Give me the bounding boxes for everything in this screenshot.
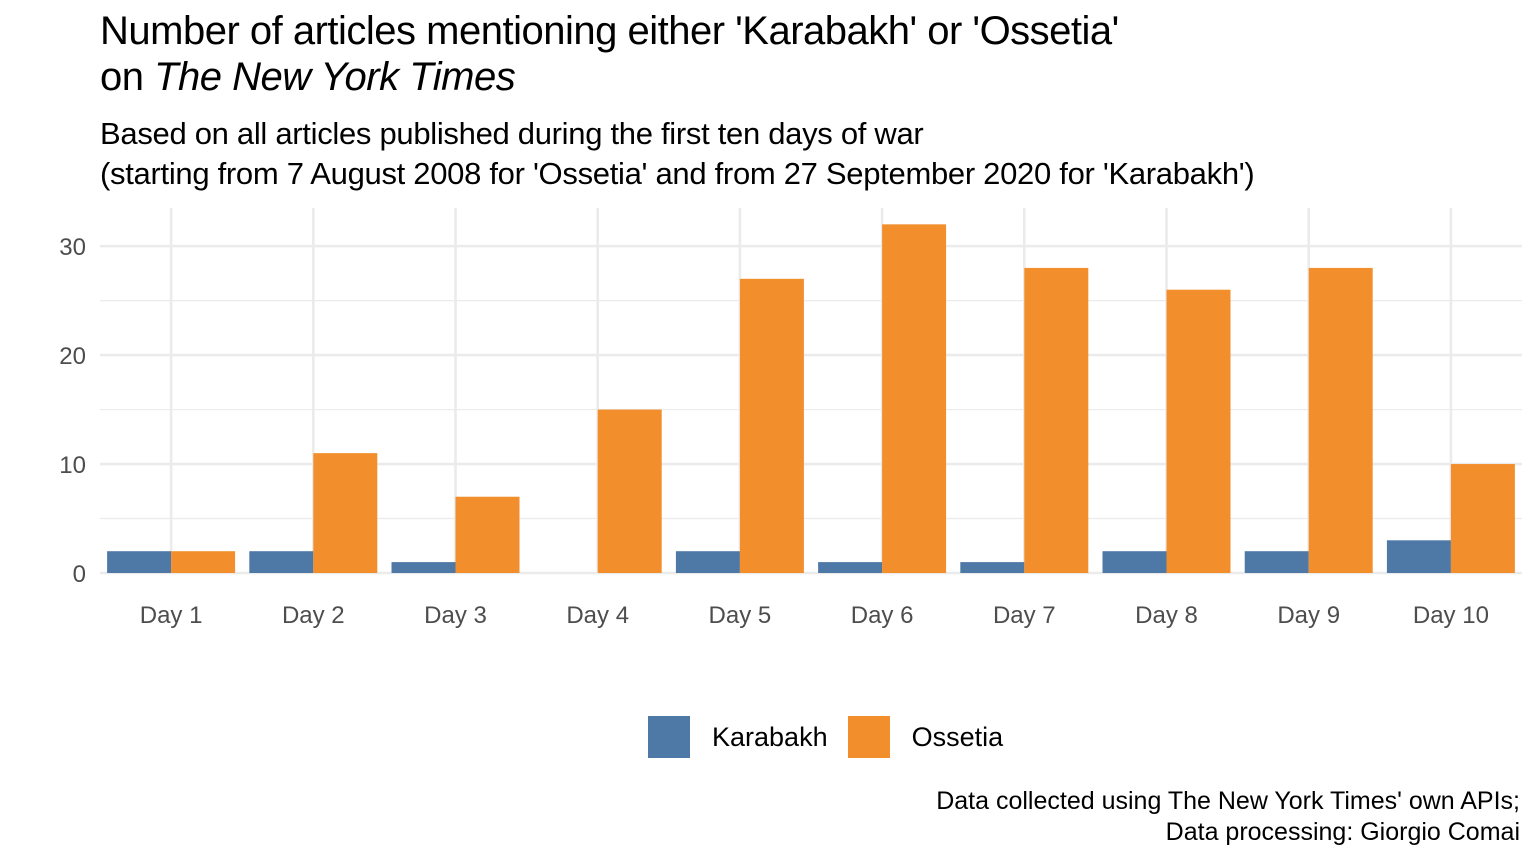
title-line-2-italic: The New York Times [154, 55, 516, 99]
legend-swatch-karabakh [648, 716, 690, 758]
title-line-1: Number of articles mentioning either 'Ka… [100, 9, 1119, 53]
bar-karabakh [818, 562, 883, 573]
chart-title: Number of articles mentioning either 'Ka… [100, 8, 1119, 100]
x-tick-label: Day 7 [993, 602, 1056, 629]
x-tick-label: Day 9 [1277, 602, 1340, 629]
bar-ossetia [597, 409, 662, 573]
bar-karabakh [391, 562, 456, 573]
bar-karabakh [675, 551, 740, 573]
title-line-2-prefix: on [100, 55, 155, 99]
bar-ossetia [171, 551, 236, 573]
bars [107, 224, 1515, 574]
x-tick-label: Day 1 [140, 602, 203, 629]
legend-item-ossetia: Ossetia [847, 716, 1004, 758]
x-tick-label: Day 10 [1413, 602, 1489, 629]
caption: Data collected using The New York Times'… [936, 786, 1520, 848]
bar-ossetia [1024, 267, 1089, 573]
subtitle-line-2: (starting from 7 August 2008 for 'Osseti… [100, 156, 1255, 191]
legend-item-karabakh: Karabakh [648, 716, 828, 758]
y-tick-label: 0 [73, 561, 86, 588]
bar-karabakh [1386, 540, 1451, 573]
caption-line-1: Data collected using The New York Times'… [936, 787, 1520, 815]
x-tick-label: Day 2 [282, 602, 345, 629]
x-tick-label: Day 6 [851, 602, 914, 629]
bar-ossetia [739, 278, 804, 573]
y-axis-ticks: 0 10 20 30 [59, 234, 86, 588]
bar-ossetia [313, 453, 378, 573]
x-tick-label: Day 4 [566, 602, 629, 629]
x-tick-label: Day 8 [1135, 602, 1198, 629]
bar-ossetia [1308, 267, 1373, 573]
x-tick-label: Day 5 [709, 602, 772, 629]
y-tick-label: 30 [59, 234, 86, 261]
x-axis-ticks: Day 1 Day 2 Day 3 Day 4 Day 5 Day 6 Day 7 Day 8… [140, 602, 1489, 629]
y-tick-label: 20 [59, 343, 86, 370]
bar-ossetia [1450, 464, 1515, 573]
legend-label-ossetia: Ossetia [911, 721, 1004, 752]
bar-ossetia [882, 224, 947, 574]
y-tick-label: 10 [59, 452, 86, 479]
bar-karabakh [107, 551, 172, 573]
bar-karabakh [960, 562, 1025, 573]
legend-swatch-ossetia [847, 716, 890, 758]
bar-karabakh [1102, 551, 1167, 573]
legend: Karabakh Ossetia [648, 716, 1023, 758]
bar-karabakh [249, 551, 314, 573]
caption-line-2: Data processing: Giorgio Comai [1165, 818, 1520, 846]
x-tick-label: Day 3 [424, 602, 487, 629]
chart-subtitle: Based on all articles published during t… [100, 114, 1255, 194]
bar-ossetia [455, 496, 520, 573]
bar-ossetia [1166, 289, 1231, 573]
bar-karabakh [1244, 551, 1309, 573]
legend-label-karabakh: Karabakh [712, 721, 828, 752]
subtitle-line-1: Based on all articles published during t… [100, 116, 924, 151]
